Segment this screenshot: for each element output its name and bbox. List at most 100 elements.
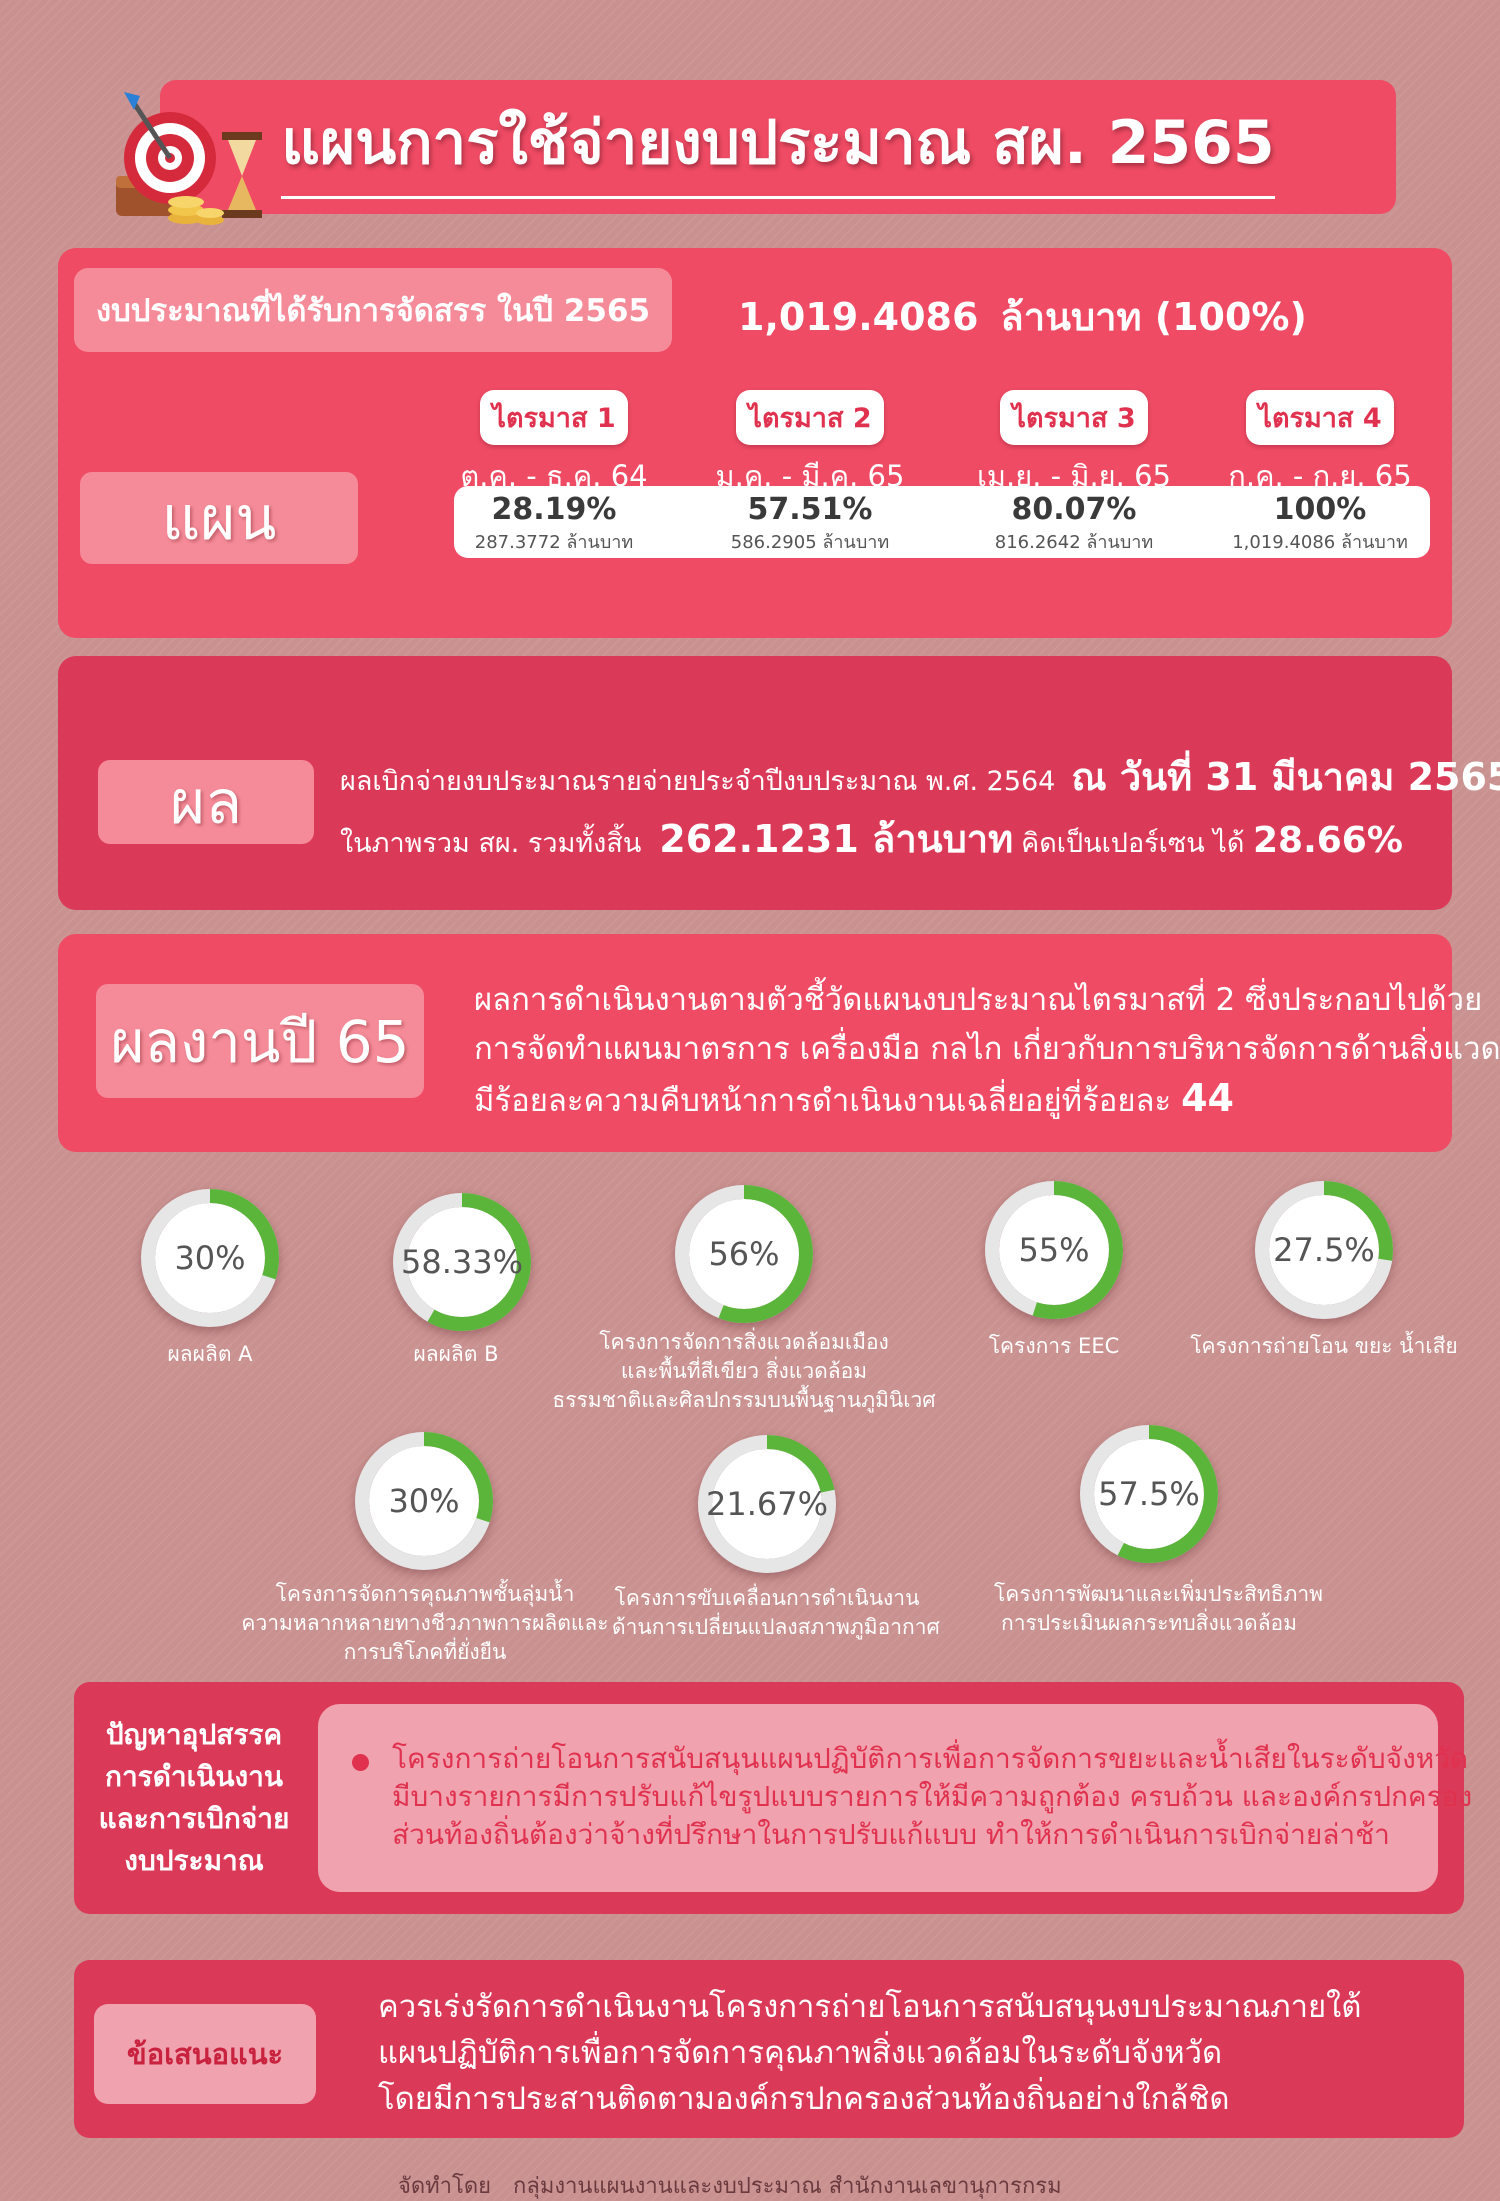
- indicator-3-donut: 56%: [669, 1179, 819, 1329]
- quarter-2-amount: 586.2905 ล้านบาท: [730, 532, 890, 553]
- problems-line: โครงการถ่ายโอนการสนับสนุนแผนปฏิบัติการเพ…: [392, 1742, 1469, 1775]
- indicator-6-caption: โครงการจัดการคุณภาพชั้นลุ่มน้ำ ความหลากห…: [240, 1580, 610, 1667]
- donut-ring: [985, 1181, 1123, 1319]
- indicator-3-caption-line: ธรรมชาติและศิลปกรรมบนพื้นฐานภูมินิเวศ: [552, 1388, 936, 1412]
- donut-progress-arc: [1080, 1425, 1218, 1563]
- quarter-3-amount: 816.2642 ล้านบาท: [994, 532, 1154, 553]
- indicator-6-caption-line: ความหลากหลายทางชีวภาพการผลิตและ: [241, 1611, 609, 1635]
- indicator-7-donut: 21.67%: [692, 1429, 842, 1579]
- indicator-6-caption-line: โครงการจัดการคุณภาพชั้นลุ่มน้ำ: [275, 1582, 575, 1606]
- recommendation-line: โดยมีการประสานติดตามองค์กรปกครองส่วนท้อง…: [378, 2081, 1230, 2117]
- quarter-2-pill: ไตรมาส 2: [736, 390, 884, 445]
- result-date: ณ วันที่ 31 มีนาคม 2565: [1071, 755, 1500, 799]
- performance-line-1: ผลการดำเนินงานตามตัวชี้วัดแผนงบประมาณไตร…: [474, 982, 1483, 1018]
- indicator-5-value: 27.5%: [1273, 1231, 1375, 1269]
- donut-progress-arc: [141, 1189, 279, 1327]
- quarter-2: ไตรมาส 2 ม.ค. - มี.ค. 65: [700, 390, 920, 499]
- problems-label-line: การดำเนินงาน: [104, 1760, 283, 1793]
- donut-ring: [698, 1435, 836, 1573]
- result-label: ผล: [98, 760, 314, 844]
- indicator-5-caption-line: โครงการถ่ายโอน ขยะ น้ำเสีย: [1190, 1334, 1458, 1358]
- result-amount: 262.1231 ล้านบาท: [659, 817, 1014, 861]
- donut-center: [1094, 1439, 1204, 1549]
- donut-ring: [393, 1193, 531, 1331]
- quarter-4-amount: 1,019.4086 ล้านบาท: [1232, 532, 1408, 553]
- indicator-8-donut: 57.5%: [1074, 1419, 1224, 1569]
- quarter-1-target: 28.19% 287.3772 ล้านบาท: [444, 492, 664, 556]
- problems-line: มีบางรายการมีการปรับแก้ไขรูปแบบรายการให้…: [392, 1780, 1473, 1813]
- donut-ring: [1255, 1181, 1393, 1319]
- result-line-2-prefix: ในภาพรวม สผ. รวมทั้งสิ้น: [340, 828, 642, 859]
- recommendation-line: แผนปฏิบัติการเพื่อการจัดการคุณภาพสิ่งแวด…: [378, 2035, 1223, 2071]
- indicator-7-caption: โครงการขับเคลื่อนการดำเนินงาน ด้านการเปล…: [612, 1584, 940, 1642]
- indicator-1-donut: 30%: [135, 1183, 285, 1333]
- result-line-1: ผลเบิกจ่ายงบประมาณรายจ่ายประจำปีงบประมาณ…: [340, 746, 1500, 807]
- result-percent: 28.66%: [1252, 820, 1403, 861]
- donut-ring: [675, 1185, 813, 1323]
- indicator-4-value: 55%: [1018, 1231, 1090, 1269]
- quarter-2-target: 57.51% 586.2905 ล้านบาท: [700, 492, 920, 556]
- donut-center: [999, 1195, 1109, 1305]
- indicator-7-value: 21.67%: [705, 1485, 828, 1523]
- page-title: แผนการใช้จ่ายงบประมาณ สผ. 2565: [160, 80, 1396, 214]
- quarter-4-pill: ไตรมาส 4: [1246, 390, 1394, 445]
- performance-average-value: 44: [1181, 1076, 1234, 1120]
- footer-org: กลุ่มงานแผนงานและงบประมาณ สำนักงานเลขานุ…: [513, 2174, 1062, 2199]
- performance-line-3: มีร้อยละความคืบหน้าการดำเนินงานเฉลี่ยอยู…: [474, 1074, 1500, 1126]
- indicator-1-caption: ผลผลิต A: [110, 1340, 310, 1369]
- performance-label: ผลงานปี 65: [96, 984, 424, 1098]
- performance-line-3-text: มีร้อยละความคืบหน้าการดำเนินงานเฉลี่ยอยู…: [474, 1083, 1172, 1119]
- quarter-1: ไตรมาส 1 ต.ค. - ธ.ค. 64: [444, 390, 664, 499]
- allocation-label: งบประมาณที่ได้รับการจัดสรร ในปี 2565: [74, 268, 672, 352]
- indicator-5-caption: โครงการถ่ายโอน ขยะ น้ำเสีย: [1174, 1332, 1474, 1361]
- quarter-values-strip: [454, 486, 1430, 558]
- indicator-2-caption-line: ผลผลิต B: [413, 1342, 499, 1366]
- quarter-3-range: เม.ย. - มิ.ย. 65: [976, 459, 1172, 493]
- indicator-4-caption-line: โครงการ EEC: [988, 1334, 1120, 1358]
- indicator-6-caption-line: การบริโภคที่ยั่งยืน: [343, 1640, 507, 1664]
- quarter-3-percent: 80.07%: [1011, 492, 1137, 527]
- quarter-3-pill: ไตรมาส 3: [1000, 390, 1148, 445]
- result-line-2: ในภาพรวม สผ. รวมทั้งสิ้น 262.1231 ล้านบาท…: [340, 808, 1403, 869]
- quarter-2-range: ม.ค. - มี.ค. 65: [715, 459, 905, 493]
- indicator-7-caption-line: ด้านการเปลี่ยนแปลงสภาพภูมิอากาศ: [612, 1615, 940, 1639]
- recommendation-text: ควรเร่งรัดการดำเนินงานโครงการถ่ายโอนการส…: [378, 1984, 1361, 2122]
- result-line-2-mid: คิดเป็นเปอร์เซน ได้: [1021, 828, 1245, 859]
- donut-progress-arc: [393, 1193, 531, 1331]
- recommendation-line: ควรเร่งรัดการดำเนินงานโครงการถ่ายโอนการส…: [378, 1989, 1362, 2025]
- indicator-2-caption: ผลผลิต B: [356, 1340, 556, 1369]
- donut-center: [689, 1199, 799, 1309]
- donut-ring: [1080, 1425, 1218, 1563]
- quarter-4-target: 100% 1,019.4086 ล้านบาท: [1210, 492, 1430, 556]
- indicator-2-donut: 58.33%: [387, 1187, 537, 1337]
- indicator-1-caption-line: ผลผลิต A: [167, 1342, 253, 1366]
- quarter-4-range: ก.ค. - ก.ย. 65: [1228, 459, 1412, 493]
- indicator-4-caption: โครงการ EEC: [934, 1332, 1174, 1361]
- indicator-5-donut: 27.5%: [1249, 1175, 1399, 1325]
- quarter-1-range: ต.ค. - ธ.ค. 64: [460, 459, 648, 493]
- footer: จัดทำโดย กลุ่มงานแผนงานและงบประมาณ สำนักง…: [398, 2168, 1062, 2201]
- indicator-8-value: 57.5%: [1098, 1475, 1200, 1513]
- donut-ring: [355, 1432, 493, 1570]
- indicator-7-caption-line: โครงการขับเคลื่อนการดำเนินงาน: [614, 1586, 920, 1610]
- donut-ring: [141, 1189, 279, 1327]
- problems-text: โครงการถ่ายโอนการสนับสนุนแผนปฏิบัติการเพ…: [392, 1740, 1472, 1854]
- quarter-1-percent: 28.19%: [491, 492, 617, 527]
- indicator-3-caption: โครงการจัดการสิ่งแวดล้อมเมือง และพื้นที่…: [552, 1328, 936, 1415]
- recommendation-label: ข้อเสนอแนะ: [94, 2004, 316, 2104]
- indicator-8-caption-line: การประเมินผลกระทบสิ่งแวดล้อม: [1000, 1611, 1298, 1635]
- bullet-icon: [352, 1754, 369, 1771]
- indicator-6-donut: 30%: [349, 1426, 499, 1576]
- donut-center: [1269, 1195, 1379, 1305]
- quarter-1-pill: ไตรมาส 1: [480, 390, 628, 445]
- plan-label: แผน: [80, 472, 358, 564]
- indicator-3-caption-line: และพื้นที่สีเขียว สิ่งแวดล้อม: [620, 1359, 868, 1383]
- donut-progress-arc: [355, 1432, 493, 1570]
- problems-box: [318, 1704, 1438, 1892]
- performance-line-2: การจัดทำแผนมาตรการ เครื่องมือ กลไก เกี่ย…: [474, 1031, 1500, 1067]
- quarter-1-amount: 287.3772 ล้านบาท: [474, 532, 634, 553]
- donut-progress-arc: [675, 1185, 813, 1323]
- indicator-1-value: 30%: [174, 1239, 246, 1277]
- indicator-3-value: 56%: [708, 1235, 780, 1273]
- donut-center: [712, 1449, 822, 1559]
